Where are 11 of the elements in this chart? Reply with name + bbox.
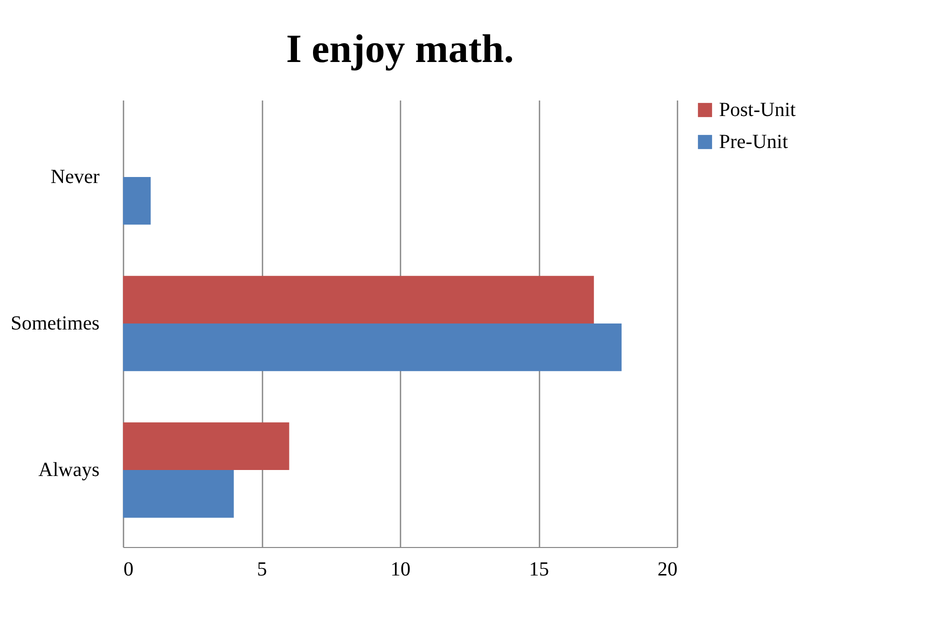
y-tick-label: Sometimes	[10, 312, 100, 334]
x-tick-label: 15	[529, 558, 549, 580]
y-tick-label: Always	[38, 459, 100, 482]
chart-title: I enjoy math.	[286, 26, 514, 71]
x-tick-label: 5	[257, 558, 267, 580]
x-tick-label: 10	[390, 558, 410, 580]
x-tick-label: 0	[124, 558, 134, 580]
legend-label: Pre-Unit	[719, 131, 788, 153]
y-tick-label: Never	[50, 166, 100, 188]
legend-label: Post-Unit	[719, 99, 796, 121]
x-tick-label: 20	[658, 558, 678, 580]
